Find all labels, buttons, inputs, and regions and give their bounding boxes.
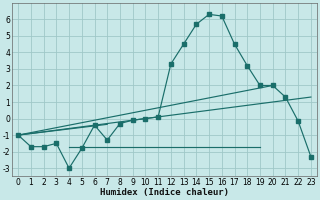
X-axis label: Humidex (Indice chaleur): Humidex (Indice chaleur) — [100, 188, 229, 197]
